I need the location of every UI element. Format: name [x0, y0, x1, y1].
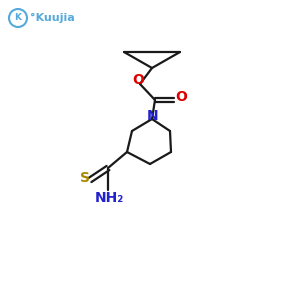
Text: °Kuujia: °Kuujia	[30, 13, 75, 23]
Text: N: N	[147, 109, 159, 123]
Text: O: O	[132, 73, 144, 87]
Text: NH₂: NH₂	[94, 191, 124, 205]
Text: K: K	[14, 14, 22, 22]
Text: O: O	[175, 90, 187, 104]
Text: S: S	[80, 171, 90, 185]
